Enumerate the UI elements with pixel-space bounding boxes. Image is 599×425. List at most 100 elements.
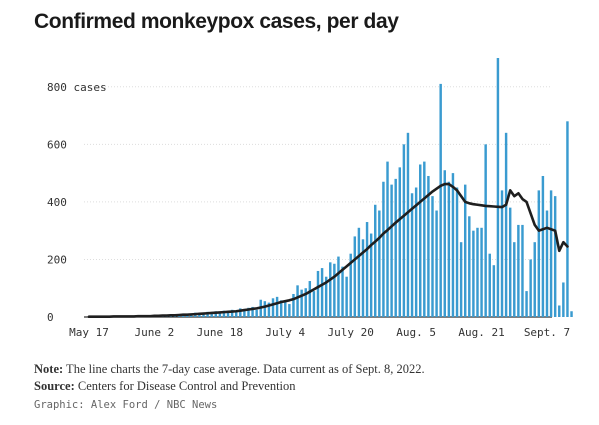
- x-axis-ticks: May 17 June 2 June 18 July 4 July 20 Aug. 5 Au…: [69, 326, 570, 339]
- note-line: Note: The line charts the 7-day case ave…: [34, 362, 425, 377]
- daily-case-bar: [296, 285, 299, 317]
- daily-case-bar: [562, 282, 565, 317]
- daily-case-bar: [451, 173, 455, 317]
- daily-case-bar: [394, 178, 397, 317]
- daily-case-bar: [345, 276, 348, 317]
- daily-case-bar: [459, 242, 463, 317]
- daily-case-bar: [214, 311, 217, 317]
- daily-case-bar: [468, 216, 471, 317]
- daily-case-bar: [476, 227, 479, 317]
- daily-case-bar: [496, 58, 500, 317]
- daily-case-bar: [284, 302, 287, 317]
- daily-case-bar: [230, 309, 234, 317]
- daily-case-bar: [177, 315, 181, 317]
- x-tick-label: July 4: [265, 326, 305, 339]
- daily-case-bar: [410, 193, 414, 317]
- daily-case-bar: [329, 262, 332, 317]
- daily-case-bar: [279, 300, 283, 317]
- daily-case-bar: [324, 276, 328, 317]
- daily-case-bar: [472, 230, 475, 317]
- daily-case-bar: [271, 298, 275, 317]
- y-tick-label: 200: [47, 253, 67, 266]
- daily-case-bar: [333, 263, 336, 317]
- daily-case-bar: [423, 161, 426, 317]
- source-label: Source:: [34, 379, 75, 393]
- daily-case-bar: [533, 242, 536, 317]
- daily-case-bar: [463, 184, 467, 317]
- daily-case-bar: [365, 222, 369, 317]
- daily-case-bar: [304, 288, 307, 317]
- average-line-layer: [87, 182, 569, 319]
- daily-case-bar: [222, 310, 226, 317]
- daily-case-bar: [361, 239, 365, 317]
- daily-case-bar: [308, 281, 312, 317]
- x-tick-label: Aug. 21: [458, 326, 504, 339]
- daily-case-bar: [198, 314, 201, 317]
- daily-case-bar: [525, 291, 528, 317]
- graphic-credit: Graphic: Alex Ford / NBC News: [34, 399, 218, 411]
- daily-case-bar: [341, 266, 344, 317]
- daily-case-bar: [508, 207, 512, 317]
- x-tick-label: June 2: [135, 326, 175, 339]
- daily-case-bar: [553, 196, 557, 317]
- y-tick-label: 800 cases: [47, 81, 107, 94]
- daily-case-bar: [504, 132, 508, 317]
- daily-case-bar: [357, 227, 361, 317]
- daily-case-bar: [402, 144, 406, 317]
- daily-case-bar: [349, 253, 352, 317]
- daily-case-bar: [369, 233, 373, 317]
- daily-case-bar: [431, 196, 434, 317]
- daily-case-bar: [202, 313, 205, 317]
- x-tick-label: Sept. 7: [524, 326, 570, 339]
- daily-case-bar: [398, 167, 402, 317]
- x-tick-label: June 18: [197, 326, 243, 339]
- source-text: Centers for Disease Control and Preventi…: [74, 379, 296, 393]
- chart-title: Confirmed monkeypox cases, per day: [34, 10, 399, 33]
- daily-case-bar: [292, 293, 295, 317]
- daily-case-bar: [275, 296, 279, 317]
- daily-case-bar: [537, 190, 541, 317]
- note-label: Note:: [34, 362, 64, 376]
- daily-case-bar: [443, 170, 446, 317]
- daily-case-bar: [300, 289, 303, 317]
- daily-case-bar: [419, 164, 422, 317]
- daily-case-bar: [218, 312, 222, 317]
- daily-case-bar: [492, 265, 496, 317]
- daily-case-bar: [480, 227, 483, 317]
- daily-case-bar: [251, 306, 254, 317]
- daily-case-bar: [239, 308, 242, 317]
- seven-day-average-line: [87, 182, 569, 319]
- daily-case-bar: [243, 308, 246, 317]
- daily-case-bar: [374, 204, 377, 317]
- daily-case-bar: [447, 181, 451, 317]
- daily-case-bar: [247, 307, 250, 317]
- daily-case-bar: [288, 304, 291, 317]
- daily-case-bar: [435, 210, 438, 317]
- daily-case-bar: [521, 224, 524, 317]
- daily-case-bar: [570, 311, 573, 317]
- daily-case-bar: [541, 175, 545, 317]
- y-tick-label: 400: [47, 196, 67, 209]
- daily-case-bar: [427, 175, 430, 317]
- daily-case-bar: [529, 259, 532, 317]
- daily-case-bar: [558, 305, 561, 317]
- daily-case-bar: [378, 210, 381, 317]
- daily-case-bar: [390, 184, 393, 317]
- daily-case-bar: [382, 181, 385, 317]
- y-tick-label: 0: [47, 311, 54, 324]
- daily-case-bar: [255, 309, 258, 317]
- daily-case-bar: [513, 242, 516, 317]
- daily-cases-bars: [95, 58, 573, 318]
- daily-case-bar: [488, 253, 491, 317]
- source-line: Source: Centers for Disease Control and …: [34, 379, 296, 394]
- x-tick-label: May 17: [69, 326, 109, 339]
- daily-case-bar: [353, 236, 357, 317]
- daily-case-bar: [320, 268, 324, 317]
- daily-case-bar: [234, 311, 238, 317]
- daily-case-bar: [267, 302, 271, 317]
- daily-case-bar: [210, 312, 213, 317]
- daily-case-bar: [386, 161, 389, 317]
- daily-case-bar: [455, 187, 459, 317]
- x-tick-label: July 20: [328, 326, 374, 339]
